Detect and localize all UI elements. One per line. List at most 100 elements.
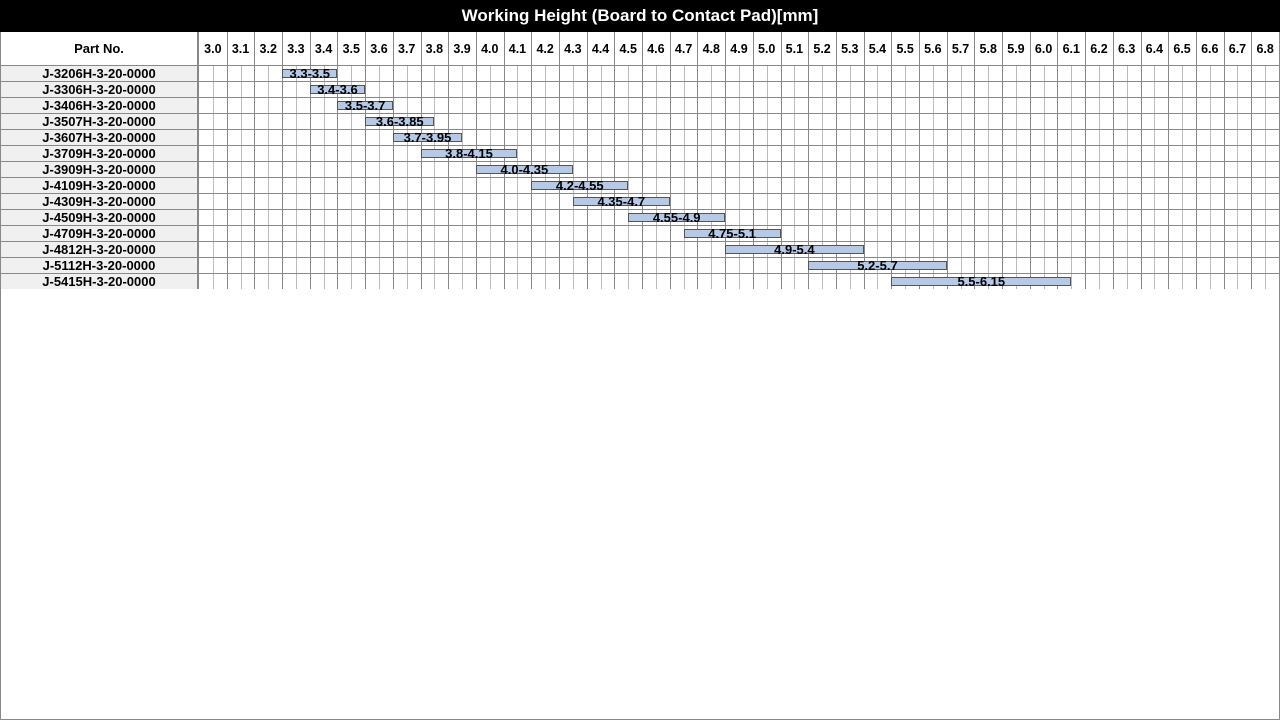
scale-tick: [642, 32, 643, 65]
grid-line-minor: [961, 258, 962, 273]
grid-line-minor: [545, 226, 546, 241]
header-row: Part No. 3.03.13.23.33.43.53.63.73.83.94…: [1, 32, 1279, 66]
grid-line-major: [1168, 130, 1169, 145]
grid-line-major: [1196, 242, 1197, 257]
grid-line-major: [781, 146, 782, 161]
grid-line-major: [337, 162, 338, 177]
grid-line-minor: [822, 98, 823, 113]
range-bar: 3.6-3.85: [365, 117, 434, 126]
grid-line-major: [448, 114, 449, 129]
grid-line-major: [337, 146, 338, 161]
grid-line-minor: [1127, 162, 1128, 177]
partno-header: Part No.: [1, 32, 199, 65]
grid-line-major: [227, 226, 228, 241]
grid-line-major: [1030, 162, 1031, 177]
grid-line-major: [781, 82, 782, 97]
grid-line-major: [254, 194, 255, 209]
scale-tick: [836, 32, 837, 65]
grid-line-major: [1168, 274, 1169, 289]
grid-line-minor: [822, 146, 823, 161]
grid-line-major: [1224, 130, 1225, 145]
grid-line-minor: [490, 210, 491, 225]
grid-line-major: [254, 98, 255, 113]
grid-line-major: [781, 226, 782, 241]
grid-line-major: [1141, 66, 1142, 81]
grid-line-minor: [767, 258, 768, 273]
grid-line-major: [808, 210, 809, 225]
grid-line-minor: [767, 82, 768, 97]
grid-line-major: [642, 274, 643, 289]
grid-line-major: [725, 194, 726, 209]
grid-line-major: [781, 162, 782, 177]
grid-line-major: [227, 98, 228, 113]
grid-line-minor: [684, 162, 685, 177]
grid-line-major: [1141, 82, 1142, 97]
grid-line-minor: [1044, 242, 1045, 257]
partno-cell: J-4709H-3-20-0000: [1, 226, 199, 241]
grid-line-minor: [905, 130, 906, 145]
grid-line-major: [1057, 178, 1058, 193]
grid-line-major: [559, 274, 560, 289]
grid-line-minor: [1237, 82, 1238, 97]
grid-line-major: [1196, 146, 1197, 161]
scale-label: 6.3: [1118, 42, 1135, 56]
grid-line-major: [1196, 258, 1197, 273]
grid-line-major: [587, 258, 588, 273]
scale-label: 3.4: [315, 42, 332, 56]
grid-line-major: [697, 130, 698, 145]
grid-line-minor: [241, 98, 242, 113]
grid-line-minor: [462, 82, 463, 97]
grid-line-minor: [490, 82, 491, 97]
grid-line-major: [254, 66, 255, 81]
grid-line-minor: [1099, 130, 1100, 145]
grid-line-major: [697, 66, 698, 81]
grid-line-major: [697, 162, 698, 177]
grid-line-minor: [213, 98, 214, 113]
grid-line-major: [1168, 210, 1169, 225]
grid-line-major: [1030, 66, 1031, 81]
grid-line-minor: [379, 162, 380, 177]
grid-line-major: [1141, 274, 1142, 289]
grid-line-minor: [268, 98, 269, 113]
grid-line-minor: [407, 258, 408, 273]
grid-line-minor: [1071, 226, 1072, 241]
grid-line-major: [587, 226, 588, 241]
grid-line-major: [337, 178, 338, 193]
grid-line-minor: [1044, 66, 1045, 81]
grid-line-major: [1141, 114, 1142, 129]
grid-line-major: [1224, 114, 1225, 129]
grid-line-major: [614, 162, 615, 177]
grid-line-minor: [407, 178, 408, 193]
grid-line-minor: [850, 274, 851, 289]
range-bar: 4.2-4.55: [531, 181, 628, 190]
grid-line-minor: [1071, 146, 1072, 161]
grid-line-minor: [656, 178, 657, 193]
grid-line-major: [1168, 226, 1169, 241]
grid-line-major: [836, 210, 837, 225]
grid-line-minor: [877, 242, 878, 257]
grid-line-major: [1251, 82, 1252, 97]
scale-tick: [725, 32, 726, 65]
grid-line-major: [614, 130, 615, 145]
grid-line-minor: [573, 274, 574, 289]
grid-line-major: [282, 274, 283, 289]
grid-line-minor: [1154, 162, 1155, 177]
range-bar: 4.9-5.4: [725, 245, 863, 254]
scale-label: 3.9: [453, 42, 470, 56]
grid-line-minor: [1210, 178, 1211, 193]
grid-line-major: [531, 82, 532, 97]
grid-line-major: [753, 146, 754, 161]
grid-line-minor: [324, 274, 325, 289]
grid-line-major: [836, 66, 837, 81]
grid-line-minor: [601, 130, 602, 145]
grid-line-minor: [656, 114, 657, 129]
grid-line-major: [1168, 66, 1169, 81]
grid-line-major: [393, 242, 394, 257]
grid-line-minor: [1265, 274, 1266, 289]
grid-line-minor: [628, 258, 629, 273]
grid-line-minor: [933, 146, 934, 161]
grid-line-major: [476, 114, 477, 129]
grid-line-minor: [268, 130, 269, 145]
grid-line-minor: [1182, 66, 1183, 81]
grid-line-minor: [407, 146, 408, 161]
